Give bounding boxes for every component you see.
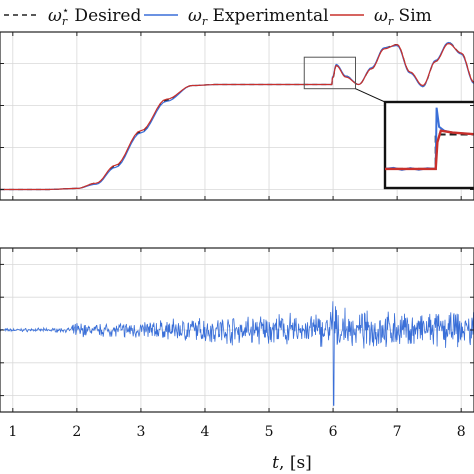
legend-subscript: r bbox=[202, 15, 208, 28]
bottom-axes-frame bbox=[0, 247, 474, 413]
x-tick-label: 8 bbox=[457, 424, 466, 440]
x-tick-labels: 1 2 3 4 5 6 7 8 bbox=[8, 424, 465, 440]
series-line-simulated bbox=[0, 42, 474, 191]
bottom-series bbox=[0, 301, 474, 406]
inset-frame bbox=[383, 100, 474, 190]
x-axis-label-symbol: t bbox=[272, 453, 279, 473]
legend-subscript: r bbox=[388, 15, 394, 28]
bottom-ticks bbox=[0, 248, 474, 412]
x-tick-label: 4 bbox=[201, 424, 210, 440]
legend-text: Experimental bbox=[207, 6, 328, 26]
series-line-error bbox=[0, 301, 474, 406]
x-tick-label: 2 bbox=[72, 424, 81, 440]
bottom-panel: 1 2 3 4 5 6 7 8 bbox=[0, 247, 474, 440]
legend-symbol: ω bbox=[48, 6, 62, 26]
legend-item-experimental: ωr Experimental bbox=[144, 6, 329, 28]
legend-item-simulated: ωr Sim bbox=[330, 6, 432, 28]
x-tick-label: 3 bbox=[136, 424, 145, 440]
legend-label: ωr Sim bbox=[374, 6, 432, 28]
x-tick-label: 5 bbox=[265, 424, 274, 440]
legend-text: Desired bbox=[69, 6, 141, 26]
legend-subscript: r bbox=[62, 15, 68, 28]
inset-line-simulated bbox=[385, 129, 474, 171]
legend-label: ωr Experimental bbox=[188, 6, 329, 28]
top-ticks bbox=[0, 32, 474, 200]
legend-symbol: ω bbox=[188, 6, 202, 26]
top-zoom bbox=[303, 56, 474, 190]
x-axis-label-unit: , [s] bbox=[279, 453, 312, 473]
legend-symbol: ω bbox=[374, 6, 388, 26]
zoom-connector bbox=[355, 88, 386, 103]
x-axis-label: t, [s] bbox=[272, 453, 312, 473]
x-tick-label: 6 bbox=[329, 424, 338, 440]
legend-label: ωr⋆ Desired bbox=[48, 4, 141, 28]
x-tick-label: 7 bbox=[393, 424, 402, 440]
top-series bbox=[0, 41, 474, 191]
top-axes-frame bbox=[0, 31, 474, 201]
legend-item-desired: ωr⋆ Desired bbox=[4, 4, 141, 28]
legend: ωr⋆ Desired ωr Experimental ωr Sim bbox=[4, 4, 432, 28]
top-panel bbox=[0, 31, 474, 201]
x-tick-label: 1 bbox=[8, 424, 17, 440]
legend-text: Sim bbox=[393, 6, 432, 26]
legend-superscript: ⋆ bbox=[62, 4, 69, 17]
zoom-region-box bbox=[303, 56, 356, 90]
